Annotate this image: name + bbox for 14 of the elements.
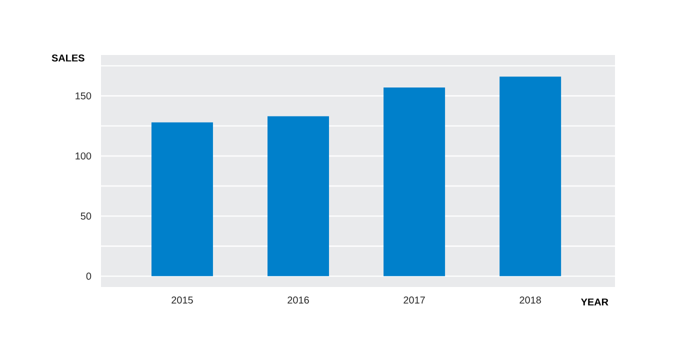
y-tick-label: 100 [76, 152, 92, 160]
x-axis-title: YEAR [580, 298, 608, 306]
y-tick-label: 0 [86, 272, 92, 280]
bar [268, 116, 330, 276]
y-tick-label: 150 [76, 92, 92, 100]
x-tick-label: 2017 [404, 296, 425, 304]
y-axis-title: SALES [52, 54, 84, 62]
bar [500, 76, 562, 276]
x-tick-label: 2018 [520, 296, 541, 304]
y-tick-label: 50 [80, 212, 92, 220]
x-tick-label: 2015 [172, 296, 193, 304]
bar [151, 122, 213, 276]
bar [384, 87, 446, 276]
x-tick-label: 2016 [288, 296, 309, 304]
